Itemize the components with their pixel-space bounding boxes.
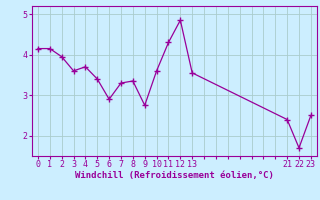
- X-axis label: Windchill (Refroidissement éolien,°C): Windchill (Refroidissement éolien,°C): [75, 171, 274, 180]
